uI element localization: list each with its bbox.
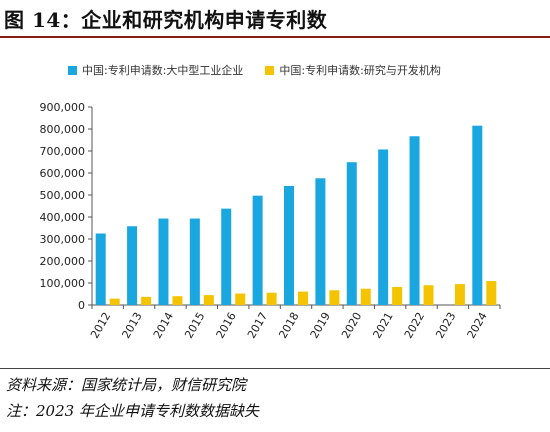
bar-research-2021 <box>392 286 403 305</box>
x-tick-label: 2017 <box>245 310 270 341</box>
legend-label-research: 中国:专利申请数:研究与开发机构 <box>279 64 441 77</box>
bar-enterprise-2020 <box>346 162 357 305</box>
x-tick-label: 2013 <box>119 310 144 341</box>
x-tick-label: 2012 <box>88 310 113 341</box>
title-divider <box>0 36 550 38</box>
x-tick-label: 2015 <box>182 310 207 341</box>
bar-enterprise-2016 <box>221 208 232 305</box>
bar-enterprise-2013 <box>127 226 138 305</box>
y-tick-label: 700,000 <box>40 145 86 158</box>
bar-research-2016 <box>235 293 246 305</box>
y-tick-label: 200,000 <box>40 255 86 268</box>
bar-research-2019 <box>329 290 340 305</box>
legend-label-enterprise: 中国:专利申请数:大中型工业企业 <box>82 64 244 77</box>
y-tick-label: 900,000 <box>40 101 86 114</box>
bar-research-2024 <box>486 281 497 305</box>
x-tick-label: 2018 <box>276 310 301 341</box>
y-tick-label: 100,000 <box>40 277 86 290</box>
y-tick-label: 300,000 <box>40 233 86 246</box>
legend-swatch-enterprise <box>68 65 77 75</box>
bar-enterprise-2012 <box>95 233 106 305</box>
bar-research-2018 <box>298 291 308 305</box>
legend-swatch-research <box>265 65 275 75</box>
x-tick-label: 2021 <box>370 310 395 341</box>
y-tick-label: 800,000 <box>40 123 86 136</box>
missing-data-note: 注：2023 年企业申请专利数数据缺失 <box>6 402 259 420</box>
x-tick-label: 2014 <box>151 310 176 341</box>
bar-research-2023 <box>454 284 465 305</box>
y-tick-label: 0 <box>78 299 85 312</box>
bar-enterprise-2019 <box>315 178 326 305</box>
bar-enterprise-2014 <box>158 218 169 305</box>
bar-research-2017 <box>266 292 277 305</box>
y-tick-label: 500,000 <box>40 189 86 202</box>
bar-enterprise-2015 <box>189 218 200 305</box>
bar-research-2013 <box>141 296 152 305</box>
bar-enterprise-2021 <box>378 149 389 305</box>
footer-divider <box>0 368 550 369</box>
bar-research-2015 <box>203 295 214 305</box>
bar-research-2014 <box>172 296 183 305</box>
bar-research-2020 <box>360 288 371 305</box>
x-tick-label: 2022 <box>402 310 427 341</box>
source-note: 资料来源：国家统计局，财信研究院 <box>6 376 247 394</box>
x-tick-label: 2024 <box>465 310 490 341</box>
legend-item-enterprise: 中国:专利申请数:大中型工业企业 <box>68 62 243 78</box>
bar-research-2022 <box>423 285 434 305</box>
chart-legend: 中国:专利申请数:大中型工业企业 中国:专利申请数:研究与开发机构 <box>68 62 441 78</box>
bar-enterprise-2024 <box>472 125 483 305</box>
bar-enterprise-2018 <box>284 185 294 305</box>
x-tick-label: 2023 <box>433 310 458 341</box>
bar-enterprise-2017 <box>252 195 263 305</box>
y-tick-label: 600,000 <box>40 167 86 180</box>
x-tick-label: 2020 <box>339 310 364 341</box>
x-tick-label: 2016 <box>214 310 239 341</box>
bar-research-2012 <box>109 298 120 305</box>
y-tick-label: 400,000 <box>40 211 86 224</box>
x-tick-label: 2019 <box>308 310 333 341</box>
bar-enterprise-2022 <box>409 136 420 305</box>
bar-chart: 0 100,000 200,000 300,000 400,000 500,000 600,… <box>40 101 501 341</box>
figure-title: 图 14：企业和研究机构申请专利数 <box>4 8 328 32</box>
legend-item-research: 中国:专利申请数:研究与开发机构 <box>265 62 441 78</box>
